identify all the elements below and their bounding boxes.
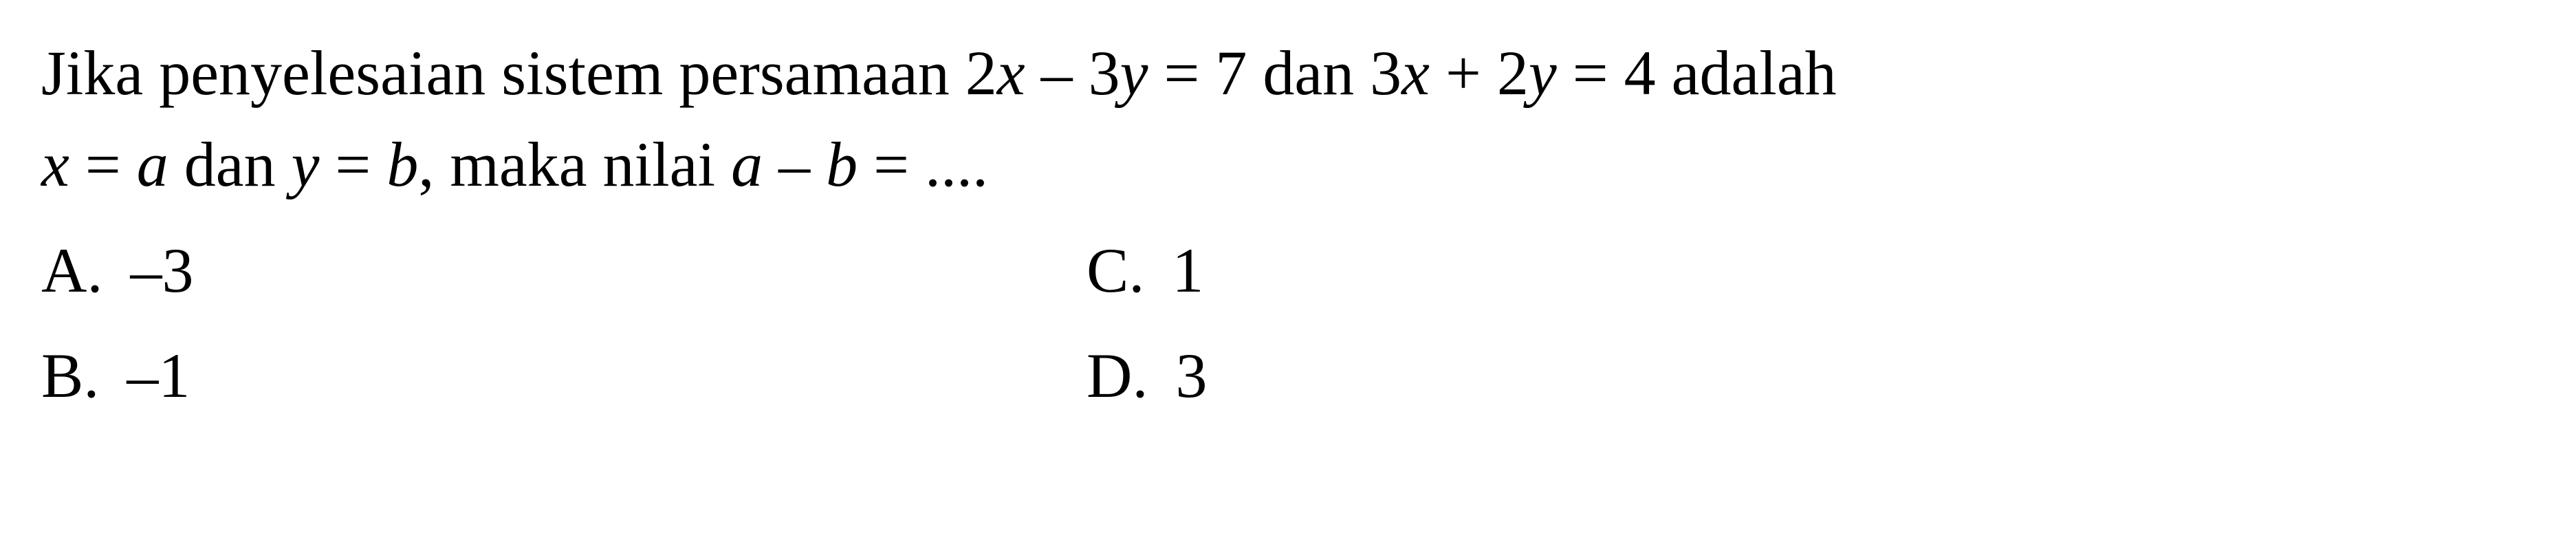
text-segment: = ....: [858, 129, 988, 199]
option-a: A. –3: [41, 225, 316, 316]
variable-y: y: [1529, 38, 1557, 108]
variable-a: a: [137, 129, 168, 199]
text-segment: = 7 dan 3: [1148, 38, 1401, 108]
question-line-2: x = a dan y = b, maka nilai a – b = ....: [41, 119, 2535, 210]
variable-y: y: [1120, 38, 1148, 108]
variable-x: x: [997, 38, 1025, 108]
variable-b: b: [386, 129, 418, 199]
variable-x: x: [1401, 38, 1430, 108]
text-segment: , maka nilai: [418, 129, 731, 199]
option-letter: D.: [1087, 330, 1148, 422]
option-row-2: B. –1 D. 3: [41, 330, 2535, 422]
option-value: –1: [127, 330, 190, 422]
text-segment: – 3: [1025, 38, 1120, 108]
option-c: C. 1: [1087, 225, 1362, 316]
option-letter: A.: [41, 225, 102, 316]
question-container: Jika penyelesaian sistem persamaan 2x – …: [41, 28, 2535, 422]
text-segment: =: [69, 129, 137, 199]
option-row-1: A. –3 C. 1: [41, 225, 2535, 316]
variable-a: a: [731, 129, 763, 199]
option-value: 3: [1175, 330, 1207, 422]
option-d: D. 3: [1087, 330, 1362, 422]
text-segment: = 4 adalah: [1557, 38, 1837, 108]
question-line-1: Jika penyelesaian sistem persamaan 2x – …: [41, 28, 2535, 119]
option-letter: C.: [1087, 225, 1144, 316]
text-segment: –: [763, 129, 826, 199]
variable-x: x: [41, 129, 69, 199]
variable-y: y: [292, 129, 320, 199]
variable-b: b: [826, 129, 858, 199]
options-container: A. –3 C. 1 B. –1 D. 3: [41, 225, 2535, 422]
option-value: –3: [130, 225, 193, 316]
text-segment: dan: [168, 129, 292, 199]
question-text: Jika penyelesaian sistem persamaan 2x – …: [41, 28, 2535, 211]
option-b: B. –1: [41, 330, 316, 422]
text-segment: Jika penyelesaian sistem persamaan 2: [41, 38, 997, 108]
text-segment: =: [319, 129, 386, 199]
option-letter: B.: [41, 330, 99, 422]
text-segment: + 2: [1430, 38, 1529, 108]
option-value: 1: [1172, 225, 1203, 316]
